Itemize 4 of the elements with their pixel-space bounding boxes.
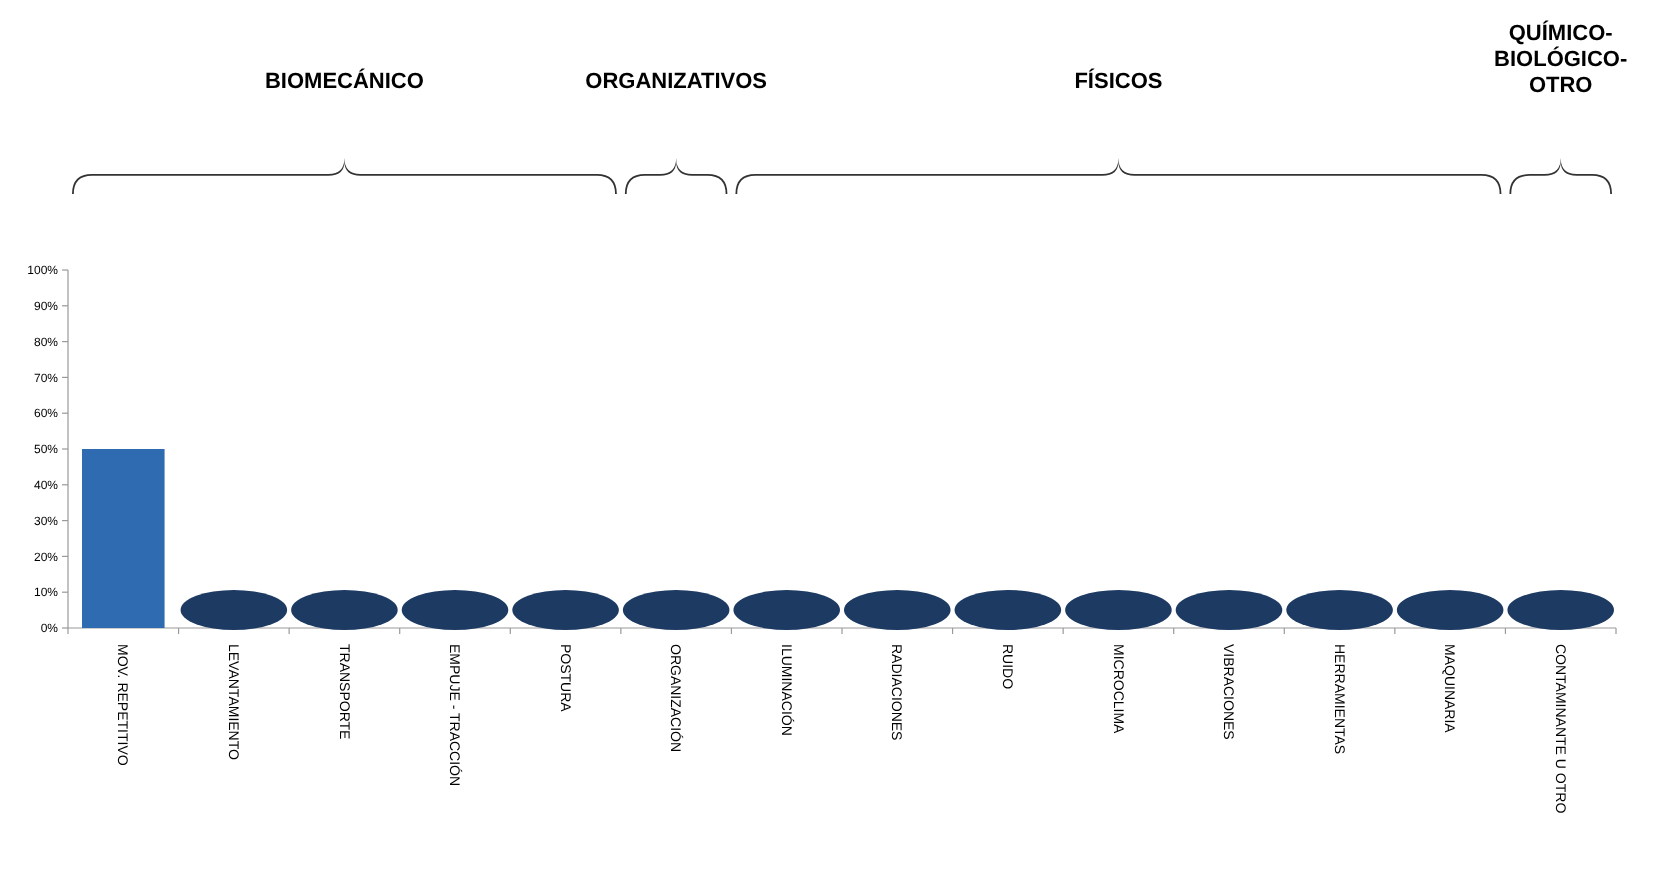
text: BIOMECÁNICO — [264, 68, 425, 94]
text: QUÍMICO-BIOLÓGICO-OTRO — [1494, 20, 1628, 98]
text: FÍSICOS — [1074, 68, 1163, 94]
text: ORGANIZATIVOS — [585, 70, 767, 94]
